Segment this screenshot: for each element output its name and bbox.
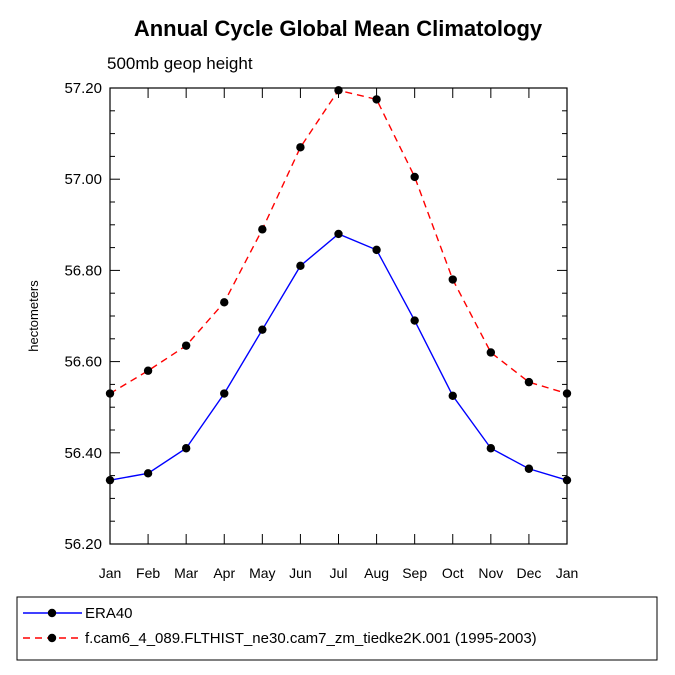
series-1-point bbox=[258, 325, 267, 334]
series-2-point bbox=[524, 377, 534, 387]
series-2-point bbox=[258, 225, 267, 234]
x-tick-label: Jun bbox=[289, 565, 312, 581]
y-axis-label: hectometers bbox=[26, 280, 41, 352]
series-1-point bbox=[334, 229, 343, 239]
legend-label-1: ERA40 bbox=[85, 605, 133, 622]
series-2-point bbox=[220, 298, 229, 307]
y-tick-label: 57.20 bbox=[64, 80, 102, 97]
series-1-point bbox=[220, 389, 229, 398]
chart-title: Annual Cycle Global Mean Climatology bbox=[134, 16, 543, 41]
series-1-point bbox=[181, 444, 191, 453]
x-tick-label: Jan bbox=[556, 565, 579, 581]
x-tick-label: Apr bbox=[213, 565, 235, 581]
series-1-point bbox=[486, 444, 496, 453]
series-1-point bbox=[296, 261, 305, 271]
series-2-point bbox=[410, 172, 419, 182]
series-2-point bbox=[334, 86, 343, 95]
series-line-2 bbox=[109, 89, 568, 395]
x-tick-label: Mar bbox=[174, 565, 198, 581]
legend-marker-2 bbox=[47, 633, 57, 643]
series-2-point bbox=[486, 348, 496, 357]
chart-subtitle: 500mb geop height bbox=[107, 54, 253, 73]
series-layer bbox=[105, 86, 572, 485]
series-1-point bbox=[524, 464, 534, 473]
axis-ticks: 56.20 56.40 56.60 56.80 57.00 57.20 Jan Feb Mar A… bbox=[64, 80, 578, 581]
series-2-point bbox=[372, 95, 381, 104]
legend-marker-1 bbox=[47, 608, 57, 618]
legend-label-2: f.cam6_4_089.FLTHIST_ne30.cam7_zm_tiedke… bbox=[85, 630, 537, 647]
series-1-point bbox=[143, 469, 153, 478]
x-tick-label: Nov bbox=[478, 565, 503, 581]
plot-frame bbox=[109, 87, 568, 545]
series-1-point bbox=[410, 316, 419, 325]
series-2-point bbox=[296, 143, 305, 152]
x-tick-label: Jan bbox=[99, 565, 122, 581]
series-2-point bbox=[448, 275, 457, 284]
series-2-point bbox=[143, 366, 153, 375]
y-tick-label: 56.20 bbox=[64, 536, 102, 553]
legend: ERA40 f.cam6_4_089.FLTHIST_ne30.cam7_zm_t… bbox=[16, 596, 658, 661]
series-1-point bbox=[448, 391, 457, 400]
y-tick-label: 57.00 bbox=[64, 171, 102, 188]
x-tick-label: Feb bbox=[136, 565, 160, 581]
x-tick-label: May bbox=[249, 565, 275, 581]
x-tick-label: Sep bbox=[402, 565, 427, 581]
legend-box bbox=[16, 596, 658, 661]
y-tick-label: 56.60 bbox=[64, 354, 102, 371]
x-tick-label: Dec bbox=[516, 565, 541, 581]
x-tick-label: Oct bbox=[442, 565, 464, 581]
y-tick-label: 56.80 bbox=[64, 262, 102, 279]
y-tick-label: 56.40 bbox=[64, 445, 102, 462]
series-line-1 bbox=[109, 233, 568, 481]
series-1-point bbox=[372, 245, 381, 255]
x-tick-label: Jul bbox=[330, 565, 348, 581]
series-2-point bbox=[181, 341, 191, 350]
x-tick-label: Aug bbox=[364, 565, 389, 581]
